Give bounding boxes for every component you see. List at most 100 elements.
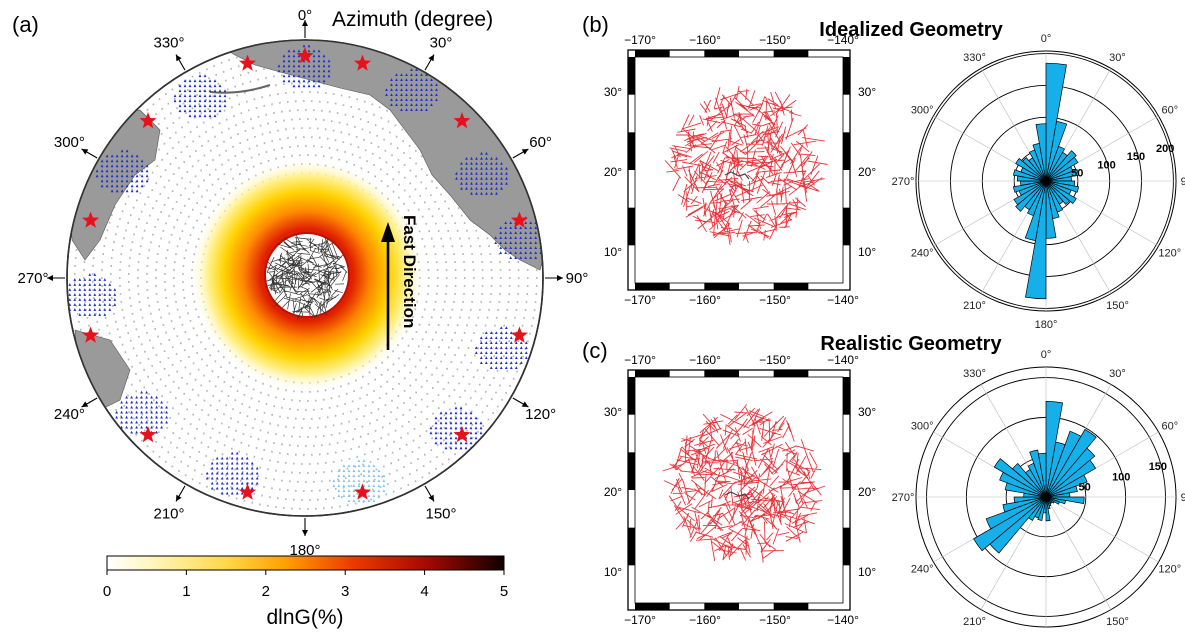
colorbar-title: dlnG(%) <box>266 606 343 629</box>
rose-azimuth-label-270: 270° <box>892 176 915 188</box>
source-star-top <box>296 47 314 64</box>
source-star-7 <box>139 426 157 443</box>
panel-c-title: Realistic Geometry <box>820 333 1002 355</box>
map-lon-top-1: −160° <box>689 353 721 367</box>
station-cluster-9 <box>67 273 117 316</box>
rose-wedge-315 <box>1012 463 1047 498</box>
map-lat-left-2: 10° <box>604 565 622 579</box>
map-border-bottom-0 <box>635 283 670 290</box>
fast-direction-label: Fast Direction <box>400 215 419 328</box>
map-lat-left-1: 20° <box>604 165 622 179</box>
azimuth-label-60: 60° <box>529 134 552 151</box>
map-lon-bottom-3: −140° <box>827 293 859 307</box>
map-lat-right-0: 30° <box>858 405 876 419</box>
panel-b-label: (b) <box>582 12 609 37</box>
azimuth-label-30: 30° <box>430 34 453 51</box>
rose-azimuth-label-120: 120° <box>1158 564 1181 576</box>
fast-direction-indicator: Fast Direction <box>381 215 419 350</box>
map-lon-top-1: −160° <box>689 33 721 47</box>
source-star-10 <box>139 112 157 129</box>
map-frame <box>627 369 851 611</box>
rose-azimuth-label-240: 240° <box>911 564 934 576</box>
map-border-top-4 <box>773 370 809 377</box>
rose-wedge-45 <box>1045 447 1096 498</box>
rose-azimuth-label-30: 30° <box>1109 368 1126 380</box>
azimuth-label-180: 180° <box>289 542 320 559</box>
source-stars <box>82 47 528 500</box>
azimuth-arrows: 30° 60° 90° 120° 150° 180° 210° 240° 270° 300° 330… <box>17 7 588 559</box>
source-star-5 <box>353 483 371 500</box>
island-chain <box>724 171 750 180</box>
azimuth-arrowhead-60 <box>521 149 529 155</box>
azimuth-label-300: 300° <box>54 134 85 151</box>
map-lon-bottom-3: −140° <box>827 613 859 627</box>
azimuth-arrowhead-240 <box>81 401 89 407</box>
station-cluster-3 <box>494 216 543 259</box>
map-lon-bottom-2: −150° <box>759 613 791 627</box>
rose-wedge-345 <box>1029 449 1047 498</box>
panel-b-title: Idealized Geometry <box>819 19 1003 41</box>
map-border-right-2 <box>843 132 850 170</box>
rose-wedge-55 <box>1045 459 1097 498</box>
map-border-bottom-2 <box>704 283 739 290</box>
rose-wedge-315 <box>1022 157 1047 182</box>
source-star-1 <box>453 112 471 129</box>
map-border-bottom-4 <box>773 603 809 610</box>
rose-diagram-realistic: 501001500°30°60°90°120°150°180°210°240°2… <box>892 349 1185 640</box>
map-lat-right-1: 20° <box>858 485 876 499</box>
station-cluster-0 <box>277 44 331 88</box>
rose-wedge-65 <box>1045 474 1088 498</box>
map-lat-left-0: 30° <box>604 405 622 419</box>
rose-azimuth-label-180: 180° <box>1035 319 1058 331</box>
map-lat-left-1: 20° <box>604 485 622 499</box>
rose-diagram-idealized: 50 100 150 200 0° 30° 60° 90° 120° 150° 180° 210° 24… <box>892 33 1185 331</box>
map-border-left-2 <box>628 452 635 490</box>
rose-ring-label-150: 150 <box>1149 461 1167 473</box>
map-border-left-4 <box>628 207 635 246</box>
rose-azimuth-label-150: 150° <box>1106 616 1129 628</box>
azimuth-label-150: 150° <box>425 506 456 523</box>
station-cluster-8 <box>115 390 168 434</box>
rose-wedge-255 <box>1012 180 1047 193</box>
map-lat-right-1: 20° <box>858 165 876 179</box>
rose-wedge-355 <box>1037 452 1047 498</box>
rose-center <box>1043 178 1049 184</box>
source-star-8 <box>82 326 100 343</box>
rose-azimuth-label-30: 30° <box>1109 52 1126 64</box>
map-lon-top-3: −140° <box>827 33 859 47</box>
map-border-bottom-2 <box>704 603 739 610</box>
ray-map-idealized: −170° −170° −160° −160° −150° −150° −140° −140°… <box>604 33 877 307</box>
map-lat-right-2: 10° <box>858 245 876 259</box>
azimuth-arrowhead-300 <box>81 149 89 155</box>
island-chain <box>724 491 750 500</box>
panel-c-label: (c) <box>582 338 608 363</box>
map-lon-bottom-2: −150° <box>759 293 791 307</box>
rose-ring-label-50: 50 <box>1071 168 1083 180</box>
map-lon-top-0: −170° <box>624 33 656 47</box>
rose-spoke-150 <box>1045 496 1112 610</box>
rose-azimuth-label-90: 90° <box>1181 492 1185 504</box>
map-border-left-0 <box>628 57 635 95</box>
azimuth-arrowhead-180 <box>302 530 308 536</box>
source-star-2 <box>510 211 528 228</box>
rose-wedge-245 <box>985 496 1047 530</box>
station-cluster-2 <box>455 151 508 195</box>
map-border-right-4 <box>843 207 850 246</box>
rose-azimuth-label-60: 60° <box>1161 421 1178 433</box>
station-cluster-10 <box>95 149 149 193</box>
rose-wedge-305 <box>993 458 1047 498</box>
panel-b: (b) Idealized Geometry −170°−170°−160°−1… <box>582 12 1185 331</box>
map-lat-right-2: 10° <box>858 565 876 579</box>
azimuth-axis-title: Azimuth (degree) <box>332 8 493 31</box>
globe <box>66 39 544 517</box>
rose-azimuth-label-300: 300° <box>911 105 934 117</box>
rose-wedge-45 <box>1045 150 1077 182</box>
azimuth-label-210: 210° <box>153 506 184 523</box>
azimuth-arrowhead-0 <box>302 20 308 26</box>
rose-ring-label-50: 50 <box>1079 482 1091 494</box>
rose-azimuth-label-150: 150° <box>1106 300 1129 312</box>
rose-spoke-120 <box>1045 496 1159 563</box>
colorbar-ticks: 0 1 2 3 4 5 <box>103 570 508 600</box>
source-star-3 <box>510 326 528 343</box>
